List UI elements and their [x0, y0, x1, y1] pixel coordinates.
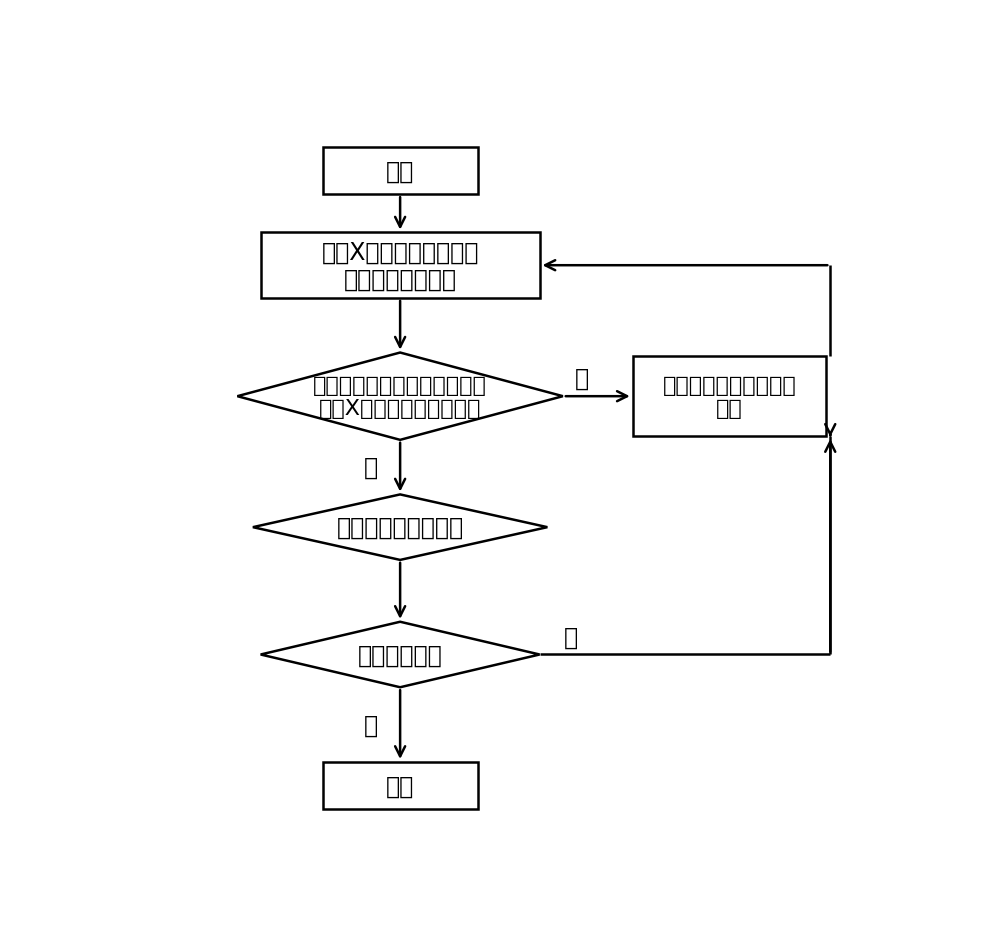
FancyBboxPatch shape: [323, 148, 478, 195]
Text: 否: 否: [564, 625, 578, 649]
Text: 校准是否完成: 校准是否完成: [358, 643, 442, 666]
Text: 结束: 结束: [386, 774, 414, 798]
FancyBboxPatch shape: [633, 357, 826, 437]
Text: 是: 是: [364, 456, 378, 480]
Text: 对所述灯丝电流值进行
校准: 对所述灯丝电流值进行 校准: [663, 375, 796, 418]
Text: 否: 否: [575, 366, 589, 391]
Text: 采集X射线管的电流值，
并计算平均电流值: 采集X射线管的电流值， 并计算平均电流值: [321, 240, 479, 292]
Text: 判断当前灯丝电流值是否适合
所述X射线管的预设电流值: 判断当前灯丝电流值是否适合 所述X射线管的预设电流值: [313, 375, 487, 418]
FancyBboxPatch shape: [261, 233, 540, 298]
Text: 开始: 开始: [386, 160, 414, 183]
Text: 是: 是: [364, 713, 378, 736]
Polygon shape: [237, 353, 563, 440]
Polygon shape: [261, 622, 540, 687]
Text: 保存所述灯丝电流值: 保存所述灯丝电流值: [337, 515, 464, 540]
Polygon shape: [253, 495, 547, 561]
FancyBboxPatch shape: [323, 762, 478, 809]
